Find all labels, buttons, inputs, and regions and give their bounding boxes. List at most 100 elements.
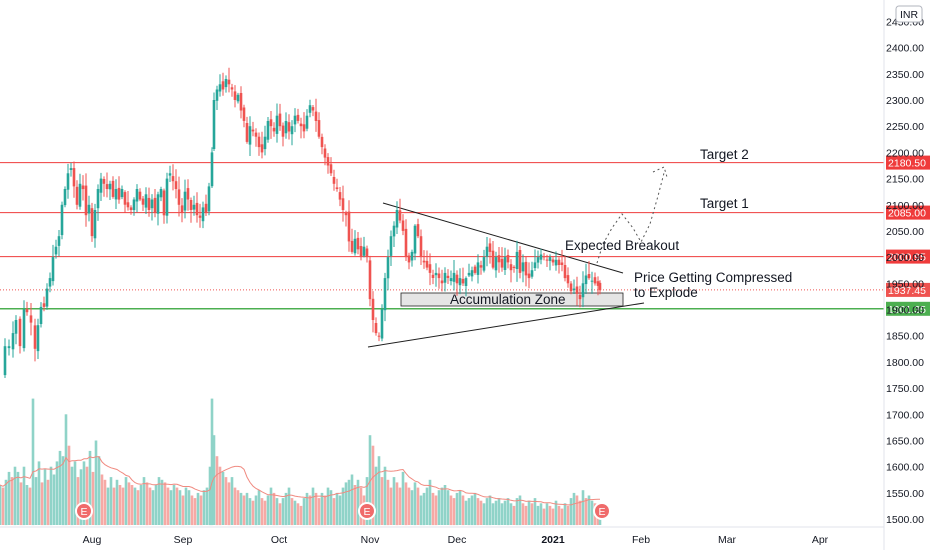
volume-bar [323,495,327,526]
candle-body [150,199,154,209]
earnings-marker-nov[interactable] [358,502,376,520]
volume-bar [7,471,11,525]
volume-bar [58,450,62,525]
time-axis[interactable]: Aug Sep Oct Nov Dec 2021 Feb Mar Apr [83,534,829,546]
candle-body [57,236,61,246]
candle-body [410,251,414,261]
earnings-marker-jan-text: E [598,506,605,518]
candle-body [317,120,321,137]
earnings-marker-jan[interactable] [593,502,611,520]
volume-bar [329,490,333,525]
earnings-marker[interactable]: E [75,502,93,520]
candle-body [51,257,55,282]
volume-bar [218,466,222,526]
candle-body [515,251,519,269]
level-price-tag [886,249,930,264]
earnings-marker-aug[interactable] [75,502,93,520]
volume-bar [341,487,345,525]
triangle-lower-trendline[interactable] [367,302,645,348]
candle-body [590,280,594,282]
candle-body [587,274,591,279]
volume-bar [437,490,441,525]
triangle-upper-trendline[interactable] [382,202,624,274]
candle-body [281,125,285,137]
candle-body [204,203,208,213]
candle-body [141,198,145,205]
candle-body [383,278,387,311]
volume-bar [103,479,107,526]
volume-bar [311,487,315,525]
volume-bar [500,503,504,525]
candle-body [545,259,549,261]
y-tick-label: 1700.00 [886,409,924,421]
candle-body [491,250,495,268]
candle-body [198,215,202,218]
currency-badge[interactable]: INR [895,5,923,23]
level-price-tag [886,301,930,316]
candle-body [461,278,465,284]
accumulation-zone-box[interactable] [400,292,624,307]
candle-body [36,325,40,352]
candle-body [329,164,333,174]
volume-bar [383,466,387,526]
volume-bar [353,485,357,525]
volume-bar [557,505,561,525]
volume-bar [67,445,71,525]
candle-body [114,189,118,200]
volume-bar [497,498,501,526]
candle-body [260,144,264,153]
volume-bar [254,495,258,526]
volume-bar [145,482,149,526]
candle-body [287,122,291,132]
candle-body [575,286,579,294]
candle-body [66,173,70,190]
candle-body [87,204,91,214]
volume-bar [470,495,474,526]
candle-body [332,177,336,184]
candle-body [326,157,330,166]
volume-bar [281,498,285,526]
volume-bar [52,474,56,525]
candle-body [90,208,94,237]
candle-body [7,346,11,349]
volume-bar [560,508,564,526]
candle-body [269,119,273,127]
horizontal-levels: 2180.50 2085.00 2000.95 1937.45 1901.35 [0,155,930,316]
volume-bar [533,498,537,526]
compressed-label-line1: Price Getting Compressed [634,270,792,285]
volume-bar [139,485,143,525]
volume-bar [233,487,237,525]
candle-body [162,190,166,216]
candle-body [476,262,480,275]
candle-body [272,127,276,132]
candle-body [48,278,52,287]
volume-bar [479,500,483,525]
volume-bar [79,469,83,526]
volume-bar [64,414,68,526]
candle-body [443,272,447,283]
candlesticks [3,67,602,378]
volume-bar [142,477,146,525]
candle-body [120,189,124,198]
candle-body [147,197,151,210]
candle-body [192,204,196,210]
candle-body [180,205,184,213]
earnings-marker[interactable]: E [593,502,611,520]
volume-bar [293,500,297,525]
candle-body [230,87,234,90]
volume-bar [485,498,489,526]
candle-body [598,282,602,291]
earnings-marker-nov-text: E [363,506,370,518]
y-tick-label: 1600.00 [886,462,924,474]
candle-body [371,298,375,320]
earnings-marker[interactable]: E [358,502,376,520]
volume-bar [31,398,35,526]
level-price-label: 2180.50 [888,158,926,170]
y-tick-label: 2250.00 [886,121,924,133]
candle-body [210,152,214,187]
volume-bar [210,398,214,526]
candle-body [551,259,555,263]
volume-bar [584,498,588,526]
y-tick-label: 1800.00 [886,357,924,369]
